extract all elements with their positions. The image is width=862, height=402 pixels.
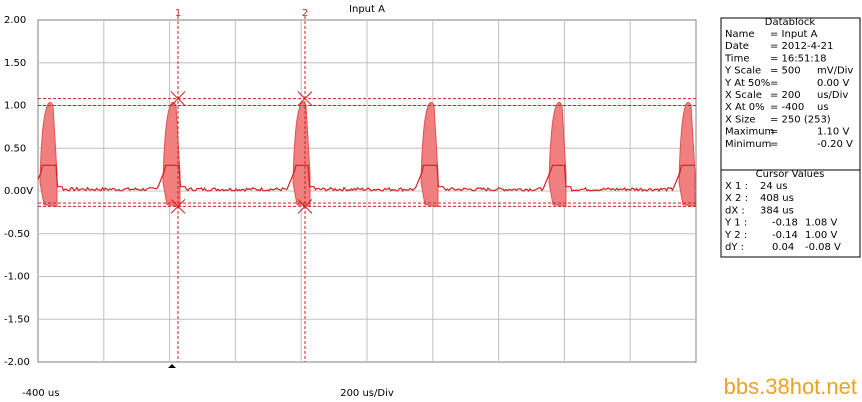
datablock-cell: X Scale [725, 90, 762, 101]
datablock-cell: -0.20 V [817, 139, 853, 150]
datablock-cell: Y At 50% [724, 78, 770, 89]
x-scale-label: 200 us/Div [340, 388, 394, 399]
cursor-cross [297, 91, 313, 107]
datablock-cell: Minimum [725, 139, 771, 150]
datablock-cell: Name [725, 29, 755, 40]
cursor-value-cell: -0.08 V [805, 242, 841, 253]
datablock-cell: = 2012-4-21 [770, 41, 833, 52]
datablock-cell: us/Div [817, 90, 848, 101]
datablock-cell: mV/Div [817, 66, 853, 77]
plot-title: Input A [349, 4, 385, 15]
cursor-value-cell: dX : [725, 205, 745, 216]
cursor-value-cell: 1.08 V [805, 218, 837, 229]
datablock-cell: = 500 [770, 66, 801, 77]
pulse-fill [678, 101, 696, 207]
datablock-cell: Date [725, 41, 749, 52]
y-tick-label: -1.00 [4, 272, 30, 283]
datablock-cell: Y Scale [724, 66, 761, 77]
y-tick-label: -1.50 [4, 314, 30, 325]
cursor-values-box [720, 169, 861, 258]
cursor-label: 2 [302, 8, 308, 19]
datablock-cell: = [770, 78, 778, 89]
trigger-marker [168, 364, 176, 368]
datablock-title: Datablock [765, 17, 816, 28]
cursor-cross [170, 91, 186, 107]
x-start-label: -400 us [22, 388, 59, 399]
cursor-values-title: Cursor Values [756, 169, 825, 180]
y-tick-label: 0.00V [4, 186, 33, 197]
cursor-cross [170, 199, 186, 214]
cursor-value-cell: 1.00 V [805, 230, 837, 241]
datablock-cell: 1.10 V [817, 127, 849, 138]
y-tick-label: -0.50 [4, 229, 30, 240]
pulse-fill [292, 101, 311, 207]
y-tick-label: -2.00 [4, 357, 30, 368]
cursor-cross [297, 199, 313, 214]
cursor-value-cell: -0.18 [772, 218, 798, 229]
datablock-cell: = 16:51:18 [770, 53, 826, 64]
datablock-cell: Time [724, 53, 749, 64]
datablock-cell: X Size [725, 114, 756, 125]
y-tick-label: 1.00 [4, 101, 26, 112]
cursor-value-cell: 408 us [760, 193, 794, 204]
cursor-value-cell: -0.14 [772, 230, 798, 241]
cursor-value-cell: 0.04 [772, 242, 794, 253]
cursor-value-cell: X 1 : [725, 181, 748, 192]
datablock-cell: = 200 [770, 90, 801, 101]
datablock-cell: us [817, 102, 829, 113]
waveform [37, 164, 695, 192]
datablock-cell: = Input A [770, 29, 818, 40]
datablock-cell: Maximum [725, 127, 774, 138]
datablock-cell: = 250 (253) [770, 114, 831, 125]
cursor-value-cell: 384 us [760, 205, 794, 216]
datablock-cell: = -400 [770, 102, 804, 113]
cursor-value-cell: Y 1 : [724, 218, 747, 229]
watermark: bbs.38hot.net [724, 374, 857, 399]
datablock-cell: X At 0% [725, 102, 765, 113]
datablock-cell: = [770, 127, 778, 138]
y-tick-label: 2.00 [4, 15, 26, 26]
cursor-value-cell: Y 2 : [724, 230, 747, 241]
cursor-value-cell: 24 us [760, 181, 787, 192]
y-tick-label: 1.50 [4, 58, 26, 69]
datablock-cell: 0.00 V [817, 78, 849, 89]
cursor-value-cell: dY : [725, 242, 744, 253]
datablock-cell: = [770, 139, 778, 150]
y-tick-label: 0.50 [4, 143, 26, 154]
datablock-box [720, 17, 861, 171]
cursor-value-cell: X 2 : [725, 193, 748, 204]
cursor-label: 1 [175, 8, 181, 19]
